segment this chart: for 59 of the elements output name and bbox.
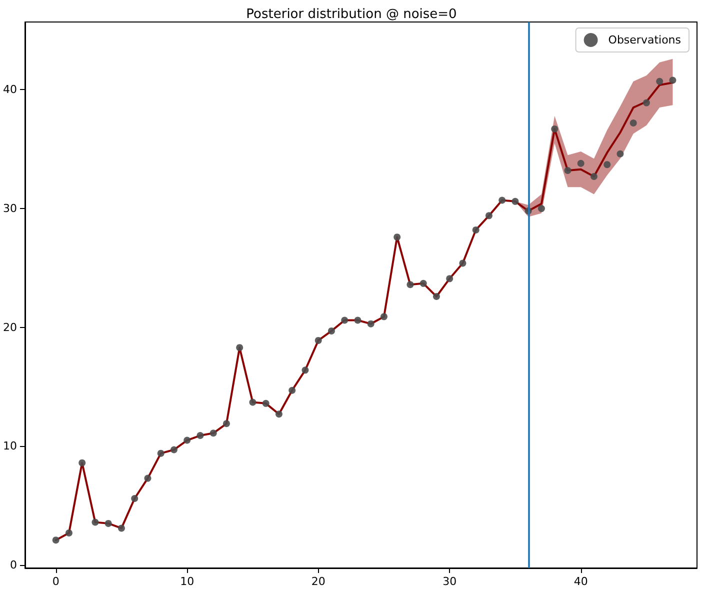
point bbox=[65, 529, 72, 536]
x-tick-label: 0 bbox=[52, 575, 60, 588]
y-tick-label: 20 bbox=[3, 320, 17, 334]
point bbox=[616, 150, 624, 158]
point bbox=[288, 386, 296, 394]
x-tick-label: 40 bbox=[574, 575, 588, 588]
x-tick-label: 10 bbox=[180, 575, 194, 588]
point bbox=[564, 167, 572, 174]
point bbox=[551, 125, 558, 132]
y-tick-label: 10 bbox=[3, 440, 17, 453]
point bbox=[656, 78, 664, 85]
point bbox=[512, 198, 519, 205]
point bbox=[432, 292, 440, 300]
y-tick-label: 40 bbox=[3, 83, 17, 96]
point bbox=[472, 226, 480, 234]
point bbox=[367, 320, 374, 328]
point bbox=[604, 161, 611, 168]
point bbox=[380, 313, 388, 320]
point bbox=[485, 212, 492, 220]
point bbox=[144, 474, 152, 482]
point bbox=[341, 316, 348, 324]
point bbox=[354, 316, 362, 324]
y-tick-label: 30 bbox=[3, 202, 17, 216]
point bbox=[498, 196, 506, 204]
point bbox=[236, 344, 244, 352]
point bbox=[302, 366, 309, 374]
point bbox=[262, 400, 270, 407]
point bbox=[118, 524, 125, 532]
point bbox=[590, 172, 598, 180]
point bbox=[642, 99, 650, 106]
point bbox=[420, 280, 427, 287]
y-tick-label: 0 bbox=[10, 558, 17, 572]
point bbox=[222, 420, 230, 428]
point bbox=[538, 205, 545, 212]
point bbox=[577, 160, 584, 167]
point bbox=[446, 275, 454, 282]
point bbox=[314, 336, 322, 344]
point bbox=[210, 430, 217, 437]
point bbox=[196, 432, 204, 440]
point bbox=[52, 536, 60, 544]
point bbox=[170, 446, 178, 454]
x-tick-label: 20 bbox=[311, 575, 326, 588]
point bbox=[459, 260, 466, 267]
point bbox=[328, 327, 335, 334]
point bbox=[92, 518, 99, 526]
chart-title: Posterior distribution @ noise=0 bbox=[246, 7, 457, 22]
x-tick-label: 30 bbox=[442, 575, 457, 588]
point bbox=[104, 520, 112, 527]
point bbox=[249, 398, 256, 406]
point bbox=[669, 76, 676, 84]
legend-label: Observations bbox=[608, 34, 682, 46]
point bbox=[406, 281, 414, 288]
point bbox=[131, 494, 138, 502]
point bbox=[184, 436, 191, 444]
point bbox=[78, 459, 86, 466]
point bbox=[275, 410, 282, 418]
point bbox=[630, 120, 637, 126]
point bbox=[394, 234, 401, 241]
point bbox=[157, 450, 164, 457]
